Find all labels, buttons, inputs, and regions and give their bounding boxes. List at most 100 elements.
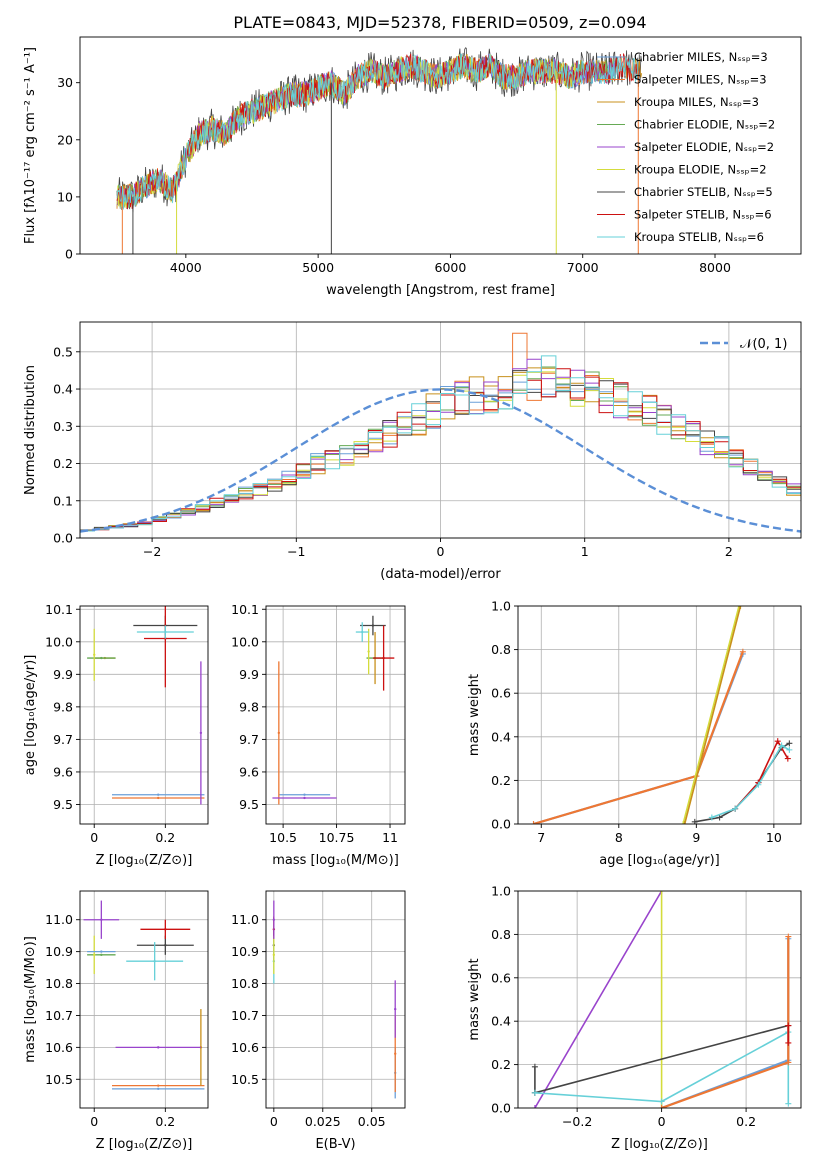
- data-point: [100, 656, 103, 660]
- series-marker: [708, 814, 715, 821]
- plot-area: [116, 47, 643, 254]
- data-point: [157, 1046, 160, 1049]
- y-tick-label: 0.6: [491, 970, 511, 985]
- data-point: [164, 928, 167, 931]
- y-tick-label: 10.5: [45, 1072, 73, 1087]
- data-point: [157, 1087, 160, 1091]
- x-tick-label: 4000: [170, 260, 202, 275]
- x-tick-label: −0.2: [562, 1114, 592, 1129]
- plot-area: [530, 606, 793, 824]
- y-tick-label: 10.5: [231, 1072, 259, 1087]
- x-tick-label: 10.5: [269, 830, 297, 845]
- x-tick-label: 0.2: [736, 1114, 756, 1129]
- weight-line: [534, 891, 663, 1108]
- weight-line: [534, 1030, 790, 1104]
- y-axis-label: mass weight: [467, 674, 482, 756]
- x-axis-label: wavelength [Angstrom, rest frame]: [326, 283, 555, 298]
- y-tick-label: 9.6: [53, 764, 73, 779]
- histogram-step: [80, 332, 801, 538]
- series-marker: [732, 805, 739, 812]
- series-marker: [681, 821, 688, 824]
- series-marker: [531, 1105, 538, 1108]
- y-tick-label: 1.0: [491, 884, 511, 899]
- x-tick-label: 0: [90, 830, 98, 845]
- y-tick-label: 9.7: [239, 732, 259, 747]
- plot-area: [531, 891, 792, 1108]
- data-point: [100, 950, 103, 953]
- y-tick-label: 0.4: [53, 382, 73, 397]
- y-tick-label: 0.4: [491, 1014, 511, 1029]
- x-tick-label: 10: [766, 830, 782, 845]
- y-tick-label: 11.0: [231, 912, 259, 927]
- x-tick-label: 6000: [435, 260, 467, 275]
- legend-label: Kroupa STELIB, Nₛₛₚ=6: [634, 230, 764, 244]
- age-vs-mass-panel: 10.5 10.75 11 9.5 9.6 9.7 9.8 9.9 10.0 10.1 mass […: [231, 602, 406, 868]
- y-tick-label: 9.8: [239, 699, 259, 714]
- x-tick-label: 8: [615, 830, 623, 845]
- y-tick-label: 0.2: [53, 456, 73, 471]
- age-vs-metallicity-panel: 0 0.2 9.5 9.6 9.7 9.8 9.9 10.0 10.1 Z [log₁₀(Z/Z⊙…: [23, 602, 209, 868]
- y-tick-label: 9.5: [53, 797, 73, 812]
- series-marker: [739, 648, 746, 655]
- x-tick-label: −1: [287, 544, 305, 559]
- y-tick-label: 10.9: [231, 944, 259, 959]
- y-tick-label: 10.6: [45, 1040, 73, 1055]
- data-point: [394, 1052, 397, 1055]
- chart-title: PLATE=0843, MJD=52378, FIBERID=0509, z=0…: [233, 13, 646, 32]
- y-tick-label: 30: [57, 75, 73, 90]
- x-tick-label: 8000: [699, 260, 731, 275]
- y-tick-label: 10.0: [45, 634, 73, 649]
- plot-area: [83, 900, 205, 1091]
- mass-weight-vs-age-panel: 7 8 9 10 0.0 0.2 0.4 0.6 0.8 1.0 age [log₁₀(age/yr…: [467, 599, 802, 868]
- x-axis-label: age [log₁₀(age/yr)]: [599, 853, 720, 868]
- series-marker: [531, 1089, 538, 1096]
- series-marker: [785, 1100, 792, 1107]
- y-tick-label: 0: [65, 247, 73, 262]
- data-point: [303, 793, 306, 796]
- x-tick-label: 5000: [302, 260, 334, 275]
- y-tick-label: 0.5: [53, 344, 73, 359]
- series-marker: [786, 746, 793, 753]
- weight-line: [711, 744, 790, 819]
- weight-line: [534, 1024, 789, 1094]
- y-tick-label: 0.1: [53, 493, 73, 508]
- y-axis-label: mass [log₁₀(M/M⊙)]: [23, 936, 38, 1063]
- data-point: [157, 793, 160, 796]
- y-tick-label: 0.3: [53, 419, 73, 434]
- plot-area: [87, 606, 205, 805]
- series-marker: [658, 1098, 665, 1105]
- weight-line: [533, 651, 744, 824]
- y-tick-label: 1.0: [491, 599, 511, 614]
- y-axis-label: Flux [fλ10⁻¹⁷ erg cm⁻² s⁻¹ A⁻¹]: [23, 47, 38, 244]
- x-tick-label: 1: [581, 544, 589, 559]
- x-axis-label: Z [log₁₀(Z/Z⊙)]: [611, 1137, 708, 1152]
- legend-label: 𝒩(0, 1): [740, 337, 787, 352]
- legend-label: Chabrier ELODIE, Nₛₛₚ=2: [634, 118, 775, 132]
- weight-line: [682, 606, 740, 824]
- series-marker: [658, 1105, 665, 1108]
- y-tick-label: 0.6: [491, 686, 511, 701]
- data-point: [303, 796, 306, 800]
- data-point: [153, 960, 156, 963]
- x-tick-label: 0: [90, 1114, 98, 1129]
- y-tick-label: 9.9: [53, 667, 73, 682]
- y-tick-label: 10.0: [231, 634, 259, 649]
- x-axis-label: Z [log₁₀(Z/Z⊙)]: [96, 1137, 193, 1152]
- series-marker: [785, 1022, 792, 1029]
- legend-label: Salpeter ELODIE, Nₛₛₚ=2: [634, 140, 774, 154]
- data-point: [272, 953, 276, 957]
- legend-label: Kroupa ELODIE, Nₛₛₚ=2: [634, 163, 767, 177]
- x-tick-label: 7: [537, 830, 545, 845]
- y-tick-label: 10.8: [231, 976, 259, 991]
- series-marker: [737, 606, 744, 609]
- series-marker: [786, 740, 793, 747]
- data-point: [272, 918, 276, 921]
- data-point: [93, 653, 96, 657]
- y-tick-label: 10.7: [231, 1008, 259, 1023]
- axes-frame: [79, 36, 802, 255]
- series-marker: [530, 821, 537, 824]
- x-axis-label: Z [log₁₀(Z/Z⊙)]: [96, 853, 193, 868]
- y-tick-label: 0.8: [491, 927, 511, 942]
- x-tick-label: 0.2: [155, 1114, 175, 1129]
- y-tick-label: 10.1: [45, 602, 73, 617]
